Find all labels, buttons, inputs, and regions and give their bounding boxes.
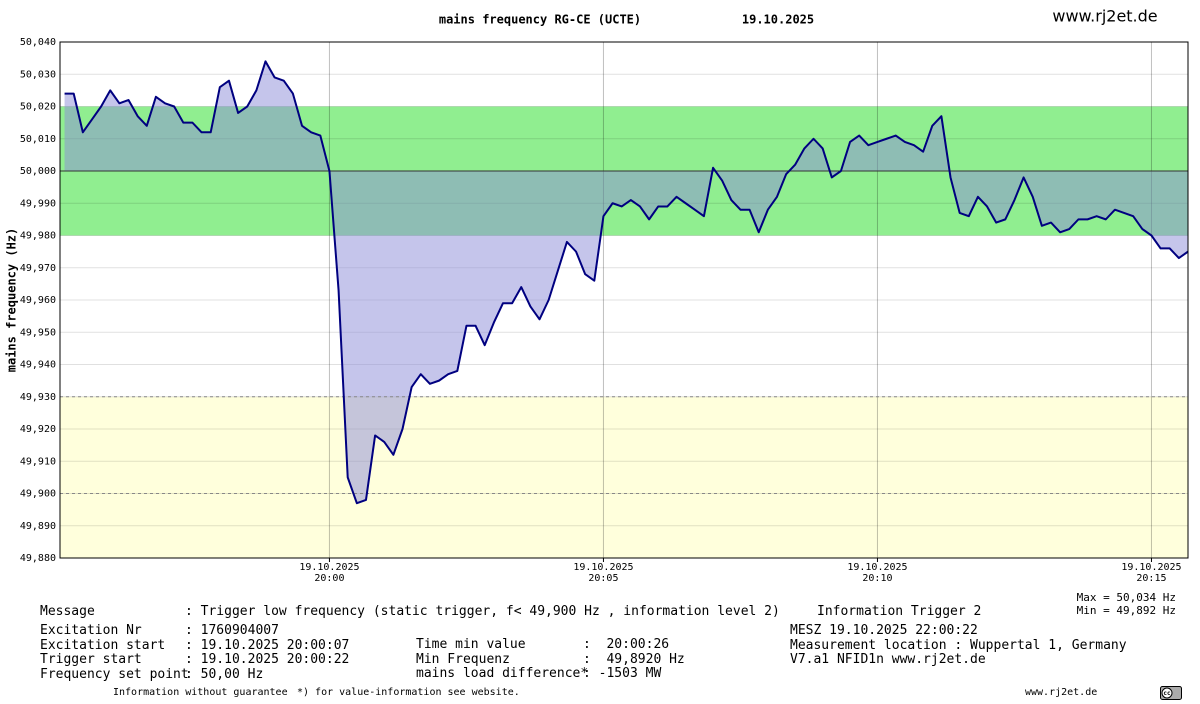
message-text: : Trigger low frequency (static trigger,… xyxy=(185,604,780,619)
field-label: Frequency set point xyxy=(40,666,189,682)
y-tick-label: 49,930 xyxy=(20,392,56,403)
plot-area xyxy=(60,41,1189,559)
y-tick-label: 49,960 xyxy=(20,295,56,306)
y-tick-label: 49,880 xyxy=(20,553,56,564)
max-stat: Max = 50,034 Hz xyxy=(1077,591,1176,604)
x-tick-label: 19.10.2025 20:05 xyxy=(573,562,634,584)
frequency-line xyxy=(64,60,1189,505)
field-label: Min Frequenz xyxy=(416,651,510,667)
plot-frame xyxy=(59,41,1189,559)
field-value: : -1503 MW xyxy=(583,666,662,681)
chart-date: 19.10.2025 xyxy=(742,13,814,27)
field-value: : 1760904007 xyxy=(185,623,279,638)
cc-icon: cc xyxy=(1160,686,1182,700)
y-tick-label: 50,000 xyxy=(20,166,56,177)
area-fill xyxy=(64,61,1189,504)
field-label: Excitation start xyxy=(40,637,166,653)
y-tick-label: 49,890 xyxy=(20,521,56,532)
field-label: Time min value xyxy=(416,637,526,652)
site-name: www.rj2et.de xyxy=(1052,7,1157,26)
field-label: mains load difference* xyxy=(416,666,589,681)
y-tick-label: 49,940 xyxy=(20,360,56,371)
x-tick-label: 19.10.2025 20:10 xyxy=(847,562,908,584)
info-line: Measurement location : Wuppertal 1, Germ… xyxy=(790,637,1127,653)
y-tick-label: 50,040 xyxy=(20,37,56,48)
message-label: Message xyxy=(40,604,95,619)
y-tick-label: 49,900 xyxy=(20,489,56,500)
y-tick-label: 49,910 xyxy=(20,456,56,467)
field-label: Excitation Nr xyxy=(40,623,142,638)
y-tick-label: 50,020 xyxy=(20,102,56,113)
footer-note: *) for value-information see website. xyxy=(297,687,520,698)
field-value: : 50,00 Hz xyxy=(185,666,264,682)
info-line: MESZ 19.10.2025 22:00:22 xyxy=(790,623,978,638)
message-level: Information Trigger 2 xyxy=(817,604,982,619)
footer-note: www.rj2et.de xyxy=(1025,687,1098,698)
field-value: : 19.10.2025 20:00:07 xyxy=(185,637,350,653)
y-tick-label: 49,970 xyxy=(20,263,56,274)
field-value: : 19.10.2025 20:00:22 xyxy=(185,652,350,667)
band xyxy=(60,396,1188,558)
field-label: Trigger start xyxy=(40,652,142,667)
y-tick-label: 49,920 xyxy=(20,424,56,435)
y-tick-label: 49,950 xyxy=(20,327,56,338)
field-value: : 49,8920 Hz xyxy=(583,651,685,667)
info-line: V7.a1 NFID1n www.rj2et.de xyxy=(790,652,986,667)
field-value: : 20:00:26 xyxy=(583,637,670,652)
footer-note: Information without guarantee xyxy=(113,687,288,698)
x-tick-label: 19.10.2025 20:15 xyxy=(1121,562,1182,584)
y-tick-label: 50,030 xyxy=(20,69,56,80)
chart-title: mains frequency RG-CE (UCTE) xyxy=(439,13,641,27)
y-tick-label: 49,990 xyxy=(20,198,56,209)
x-tick-label: 19.10.2025 20:00 xyxy=(299,562,360,584)
svg-text:cc: cc xyxy=(1163,690,1171,697)
min-stat: Min = 49,892 Hz xyxy=(1077,604,1176,617)
y-tick-label: 50,010 xyxy=(20,134,56,145)
y-axis-label: mains frequency (Hz) xyxy=(5,228,19,373)
y-tick-label: 49,980 xyxy=(20,231,56,242)
